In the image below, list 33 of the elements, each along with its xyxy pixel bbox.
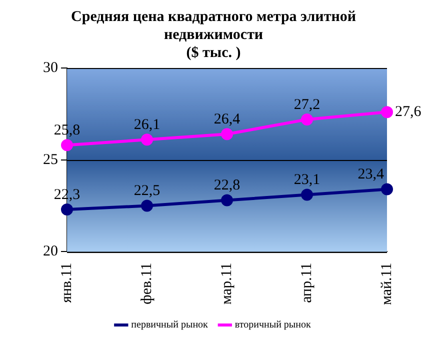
point — [221, 128, 233, 140]
point — [141, 134, 153, 146]
x-tick-label: фев.11 — [138, 262, 155, 304]
point — [61, 203, 73, 216]
point — [381, 183, 393, 196]
data-label: 22,5 — [134, 183, 160, 200]
legend-label: первичный рынок — [131, 320, 208, 331]
data-label: 23,4 — [358, 166, 384, 183]
data-label: 26,1 — [134, 117, 160, 134]
y-tick-label: 30 — [43, 60, 58, 76]
data-label: 26,4 — [214, 112, 241, 128]
text: недвижимости — [164, 26, 264, 43]
point — [141, 200, 153, 212]
x-tick-label: янв.11 — [58, 262, 75, 303]
text: Средняя цена квадратного метра элитной — [71, 8, 356, 25]
text: ($ тыс. ) — [186, 44, 241, 61]
data-label: 22,8 — [214, 178, 240, 194]
x-tick-label: май.11 — [378, 262, 395, 306]
point — [221, 194, 233, 206]
point — [301, 113, 313, 126]
data-label: 27,2 — [294, 96, 320, 113]
x-tick-label: мар.11 — [218, 262, 235, 304]
data-label: 22,3 — [54, 186, 80, 203]
data-label: 25,8 — [54, 122, 80, 139]
point — [381, 106, 393, 118]
y-tick-label: 25 — [43, 152, 58, 168]
x-tick-label: апр.11 — [298, 262, 315, 303]
y-tick-label: 20 — [43, 244, 58, 260]
data-label: 23,1 — [294, 172, 320, 188]
point — [301, 188, 313, 201]
data-label: 27,6 — [395, 104, 422, 120]
point — [61, 139, 73, 152]
legend-label: вторичный рынок — [234, 320, 311, 331]
